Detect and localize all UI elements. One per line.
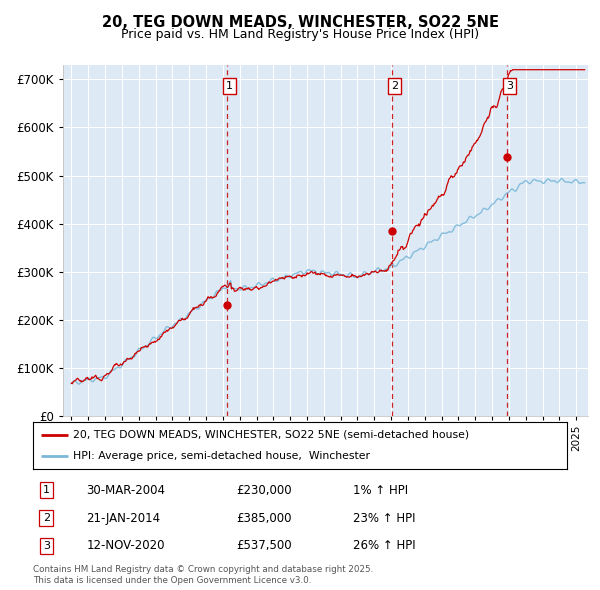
Text: 2: 2 [391,81,398,91]
Text: £385,000: £385,000 [236,512,292,525]
Text: 26% ↑ HPI: 26% ↑ HPI [353,539,416,552]
Text: 3: 3 [43,541,50,551]
Text: £230,000: £230,000 [236,484,292,497]
Text: 30-MAR-2004: 30-MAR-2004 [86,484,166,497]
Text: 20, TEG DOWN MEADS, WINCHESTER, SO22 5NE (semi-detached house): 20, TEG DOWN MEADS, WINCHESTER, SO22 5NE… [73,430,469,440]
Text: Price paid vs. HM Land Registry's House Price Index (HPI): Price paid vs. HM Land Registry's House … [121,28,479,41]
Text: £537,500: £537,500 [236,539,292,552]
Text: 1: 1 [226,81,233,91]
Text: 12-NOV-2020: 12-NOV-2020 [86,539,165,552]
Text: 20, TEG DOWN MEADS, WINCHESTER, SO22 5NE: 20, TEG DOWN MEADS, WINCHESTER, SO22 5NE [101,15,499,30]
Text: 21-JAN-2014: 21-JAN-2014 [86,512,161,525]
Text: 23% ↑ HPI: 23% ↑ HPI [353,512,416,525]
Text: HPI: Average price, semi-detached house,  Winchester: HPI: Average price, semi-detached house,… [73,451,370,461]
Text: 1% ↑ HPI: 1% ↑ HPI [353,484,409,497]
Text: 2: 2 [43,513,50,523]
Text: 1: 1 [43,485,50,495]
Text: Contains HM Land Registry data © Crown copyright and database right 2025.
This d: Contains HM Land Registry data © Crown c… [33,565,373,585]
Text: 3: 3 [506,81,513,91]
